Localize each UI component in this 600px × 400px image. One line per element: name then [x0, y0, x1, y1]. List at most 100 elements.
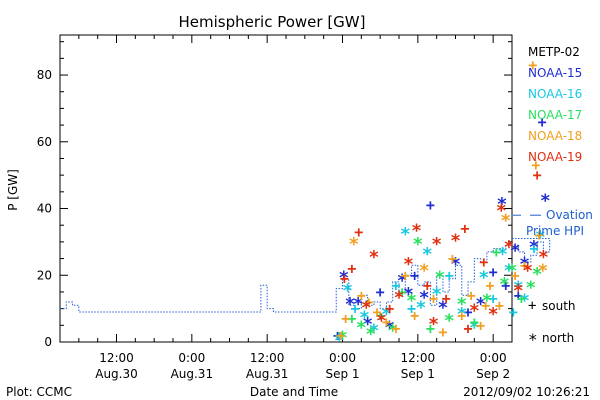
data-point: + [336, 326, 345, 344]
x-tick-date: Sep 2 [476, 367, 510, 381]
data-point: + [448, 250, 457, 268]
data-point: * [431, 284, 442, 305]
data-point: + [520, 256, 529, 274]
data-point: * [334, 331, 345, 352]
data-point: * [478, 267, 489, 288]
data-point: * [519, 291, 530, 312]
data-point: + [426, 196, 435, 214]
data-point: + [385, 300, 394, 318]
data-point: * [338, 267, 349, 288]
data-point: * [513, 277, 524, 298]
plot-credit: Plot: CCMC [6, 385, 72, 399]
data-point: + [533, 166, 542, 184]
data-point: * [416, 297, 427, 318]
data-point: * [522, 261, 533, 282]
data-point: * [406, 291, 417, 312]
symbol-legend-label: north [542, 331, 574, 345]
data-point: + [445, 266, 454, 284]
data-point: * [450, 254, 461, 275]
data-point: + [457, 306, 466, 324]
data-point: * [368, 247, 379, 268]
y-axis: 0 20 40 60 80 [37, 41, 512, 349]
data-point: + [341, 310, 350, 328]
x-tick-label: 12:00 [250, 351, 285, 365]
data-point: * [342, 281, 353, 302]
data-point: * [434, 267, 445, 288]
data-point: + [509, 303, 518, 321]
data-point: * [428, 314, 439, 335]
x-tick-date: Aug.31 [171, 367, 214, 381]
data-point: * [337, 327, 348, 348]
data-point: + [364, 293, 373, 311]
data-point: + [464, 303, 473, 321]
data-point: * [438, 297, 449, 318]
data-point: * [456, 294, 467, 315]
data-point: + [460, 220, 469, 238]
x-tick-date: Aug.31 [246, 367, 289, 381]
x-tick-label: 0:00 [178, 351, 205, 365]
data-point: + [534, 226, 543, 244]
data-point: * [353, 294, 364, 315]
ovation-legend-label-2: Prime HPI [526, 224, 584, 238]
data-point: + [495, 296, 504, 314]
data-point: + [501, 276, 510, 294]
y-tick-label: 0 [44, 335, 52, 349]
x-tick-label: 0:00 [329, 351, 356, 365]
data-point: + [492, 243, 501, 261]
y-tick-label: 40 [37, 202, 52, 216]
data-point: * [411, 221, 422, 242]
legend-entry: NOAA-19 [528, 150, 582, 164]
data-point: + [429, 290, 438, 308]
data-point: + [410, 306, 419, 324]
data-point: * [361, 297, 372, 318]
x-tick-date: Sep 1 [325, 367, 359, 381]
data-point: * [381, 304, 392, 325]
data-point: * [450, 231, 461, 252]
y-tick-label: 60 [37, 135, 52, 149]
data-point: * [412, 234, 423, 255]
legend-entry: METP-02 [528, 45, 580, 59]
data-point: + [476, 316, 485, 334]
data-point: * [481, 291, 492, 312]
data-point: * [403, 284, 414, 305]
x-axis: 12:00 Aug.30 0:00 Aug.31 12:00 Aug.31 0:00 Sep … [78, 35, 510, 381]
data-point: + [351, 300, 360, 318]
data-point: + [382, 313, 391, 331]
data-point: * [469, 317, 480, 338]
data-point: * [538, 247, 549, 268]
y-tick-label: 20 [37, 268, 52, 282]
data-point: + [467, 286, 476, 304]
data-point: + [357, 286, 366, 304]
data-point: + [347, 310, 356, 328]
data-point: * [537, 261, 548, 282]
data-point: + [347, 260, 356, 278]
data-point: * [456, 304, 467, 325]
data-point: + [391, 276, 400, 294]
data-point: + [529, 240, 538, 258]
data-point: * [397, 271, 408, 292]
data-point: * [422, 244, 433, 265]
data-point: * [529, 237, 540, 258]
legend: METP-02 NOAA-15 NOAA-16 NOAA-17 NOAA-18 NOAA-… [513, 45, 593, 349]
data-point: * [444, 311, 455, 332]
data-point: + [528, 56, 537, 74]
x-tick-date: Sep 1 [401, 367, 435, 381]
data-point: + [531, 156, 540, 174]
data-point: * [488, 304, 499, 325]
ovation-legend-label: Ovation [546, 208, 593, 222]
data-point: * [387, 321, 398, 342]
x-tick-label: 12:00 [99, 351, 134, 365]
data-point: * [499, 274, 510, 295]
data-point: * [419, 261, 430, 282]
data-point: + [401, 266, 410, 284]
data-point: * [359, 307, 370, 328]
data-point: + [376, 306, 385, 324]
data-point: * [497, 194, 508, 215]
data-point: + [517, 290, 526, 308]
data-point: + [410, 266, 419, 284]
y-tick-label: 80 [37, 68, 52, 82]
data-point: * [400, 224, 411, 245]
y-axis-label: P [GW] [6, 169, 20, 211]
data-point: + [423, 276, 432, 294]
data-point: * [535, 227, 546, 248]
